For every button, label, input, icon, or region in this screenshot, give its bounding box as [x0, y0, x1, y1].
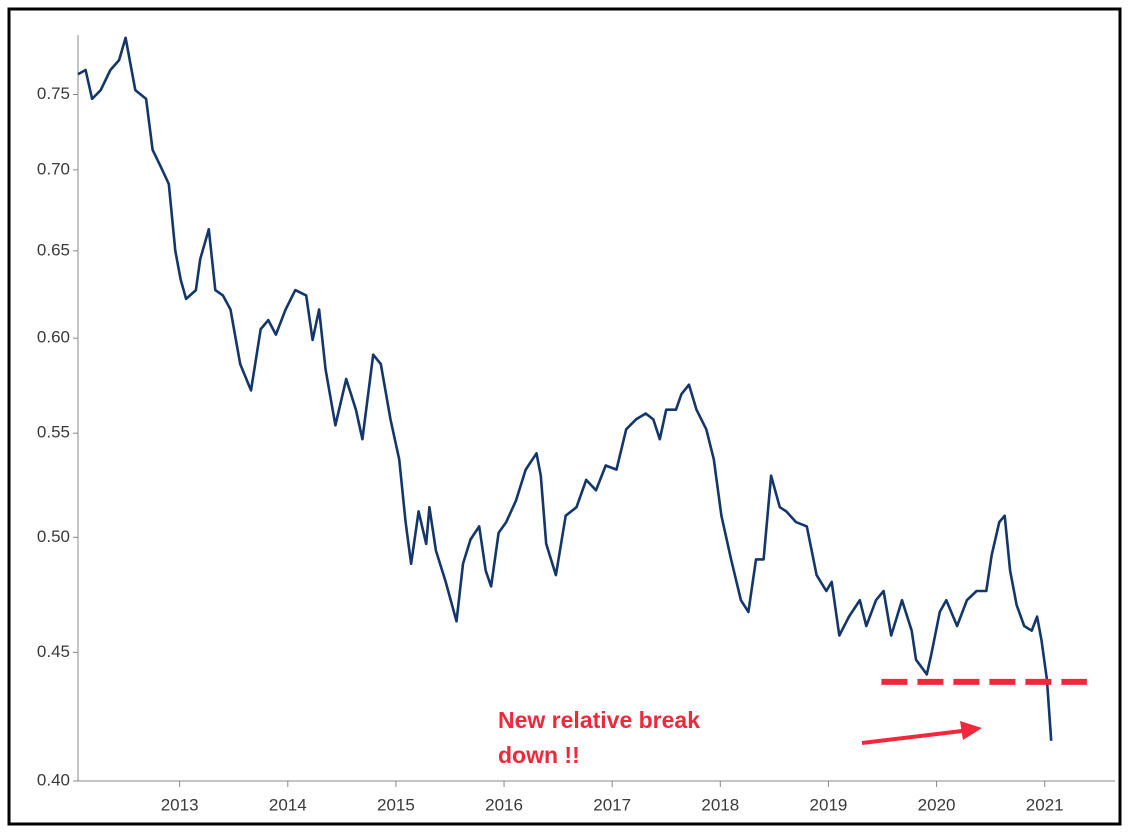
- y-tick-label: 0.55: [37, 423, 70, 442]
- x-tick-label: 2018: [701, 795, 739, 814]
- frame: [7, 7, 1122, 826]
- x-tick-label: 2014: [269, 795, 307, 814]
- x-tick-label: 2017: [593, 795, 631, 814]
- y-tick-label: 0.65: [37, 240, 70, 259]
- y-tick-label: 0.50: [37, 527, 70, 546]
- y-tick-label: 0.45: [37, 642, 70, 661]
- arrow-head: [960, 721, 982, 740]
- y-tick-label: 0.70: [37, 159, 70, 178]
- x-tick-label: 2021: [1026, 795, 1064, 814]
- x-tick-label: 2020: [918, 795, 956, 814]
- y-tick-label: 0.40: [37, 770, 70, 789]
- annotation: New relative break: [498, 707, 700, 733]
- x-tick-label: 2019: [810, 795, 848, 814]
- x-tick-label: 2015: [377, 795, 415, 814]
- x-tick-label: 2016: [485, 795, 523, 814]
- y-tick-label: 0.75: [37, 84, 70, 103]
- y-tick-label: 0.60: [37, 328, 70, 347]
- annotation: down !!: [498, 742, 580, 768]
- data-line: [77, 36, 1053, 741]
- arrow-shaft: [861, 729, 963, 745]
- x-tick-label: 2013: [161, 795, 199, 814]
